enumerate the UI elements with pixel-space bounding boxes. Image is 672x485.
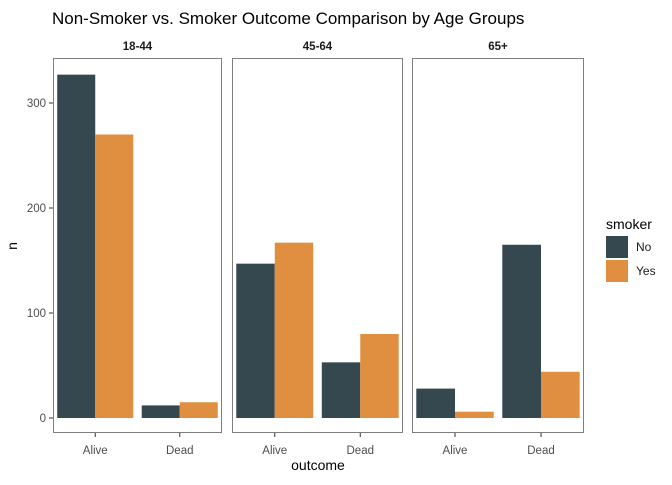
bar-no-dead xyxy=(321,362,361,418)
y-tick-label: 100 xyxy=(27,308,46,320)
legend: smoker No Yes xyxy=(606,216,656,282)
panel-border xyxy=(53,58,222,433)
facet-panel: 18-44 Alive Dead xyxy=(53,41,222,457)
x-axis-label: outcome xyxy=(291,457,345,473)
x-tick-label: Alive xyxy=(262,445,287,457)
x-tick-label: Dead xyxy=(527,445,555,457)
facet-panel: 65+ Alive Dead xyxy=(412,41,584,457)
x-tick-label: Dead xyxy=(347,445,375,457)
x-tick-label: Alive xyxy=(443,445,468,457)
facet-strip-label: 18-44 xyxy=(123,41,153,53)
y-axis: 0 100 200 300 xyxy=(27,98,53,425)
panel-border xyxy=(412,58,584,433)
facet-panel: 45-64 Alive Dead xyxy=(232,41,403,457)
y-axis-label: n xyxy=(4,242,20,250)
bar-yes-dead xyxy=(179,402,218,418)
legend-label: No xyxy=(636,240,652,254)
facet-strip-label: 45-64 xyxy=(303,41,333,53)
bar-no-alive xyxy=(416,388,455,418)
y-tick-label: 0 xyxy=(40,413,46,425)
bar-yes-dead xyxy=(360,334,399,418)
bar-yes-dead xyxy=(541,371,580,418)
y-tick-label: 200 xyxy=(27,203,46,215)
bar-yes-alive xyxy=(95,134,134,418)
bar-no-alive xyxy=(236,263,275,418)
legend-key-no xyxy=(606,236,628,258)
bar-no-dead xyxy=(141,405,180,418)
bar-no-alive xyxy=(57,74,96,419)
legend-key-yes xyxy=(606,260,628,282)
bar-yes-alive xyxy=(455,411,494,418)
legend-label: Yes xyxy=(636,264,656,278)
legend-title: smoker xyxy=(606,216,652,232)
x-tick-label: Dead xyxy=(166,445,194,457)
chart-title: Non-Smoker vs. Smoker Outcome Comparison… xyxy=(52,9,524,28)
panel-border xyxy=(232,58,403,433)
x-tick-label: Alive xyxy=(83,445,108,457)
facet-panels: 18-44 Alive Dead 45-64 Alive Dead 65+ Alive Dead xyxy=(53,41,584,457)
bar-yes-alive xyxy=(274,242,314,418)
y-tick-label: 300 xyxy=(27,98,46,110)
facet-strip-label: 65+ xyxy=(488,41,508,53)
bar-no-dead xyxy=(502,244,541,418)
